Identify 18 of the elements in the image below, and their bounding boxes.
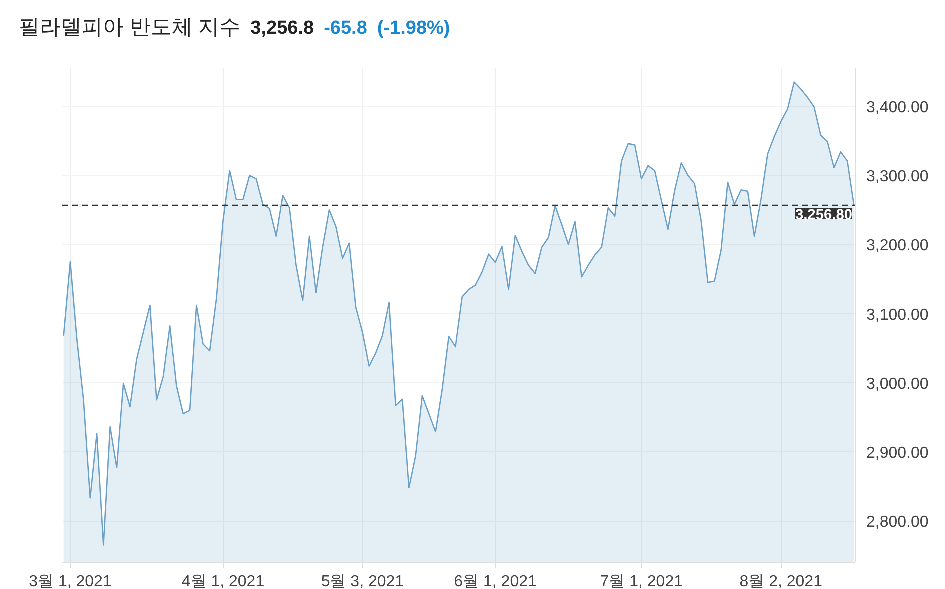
text: 3,256.8 bbox=[250, 18, 314, 39]
y-tick-label: 2,900.00 bbox=[866, 444, 929, 462]
y-tick-label: 3,100.00 bbox=[866, 306, 929, 324]
y-tick-label: 2,800.00 bbox=[866, 514, 929, 532]
x-tick-label: 6월 1, 2021 bbox=[454, 574, 537, 589]
x-tick-label: 8월 2, 2021 bbox=[740, 574, 823, 589]
text: -65.8 bbox=[324, 18, 368, 39]
y-tick-label: 3,300.00 bbox=[866, 168, 929, 186]
x-tick-label: 5월 3, 2021 bbox=[321, 574, 404, 589]
y-tick-label: 3,000.00 bbox=[866, 376, 929, 393]
y-tick-label: 3,200.00 bbox=[866, 238, 929, 255]
x-tick-label: 7월 1, 2021 bbox=[600, 574, 684, 589]
text: (-1.98%) bbox=[377, 18, 450, 39]
x-tick-label: 3월 1, 2021 bbox=[29, 574, 112, 589]
ref-line-label: 3,256.80 bbox=[795, 207, 853, 224]
x-tick-label: 4월 1, 2021 bbox=[182, 574, 265, 589]
y-tick-label: 3,400.00 bbox=[866, 100, 929, 116]
chart-title: 필라델피아 반도체 지수 bbox=[19, 16, 241, 39]
